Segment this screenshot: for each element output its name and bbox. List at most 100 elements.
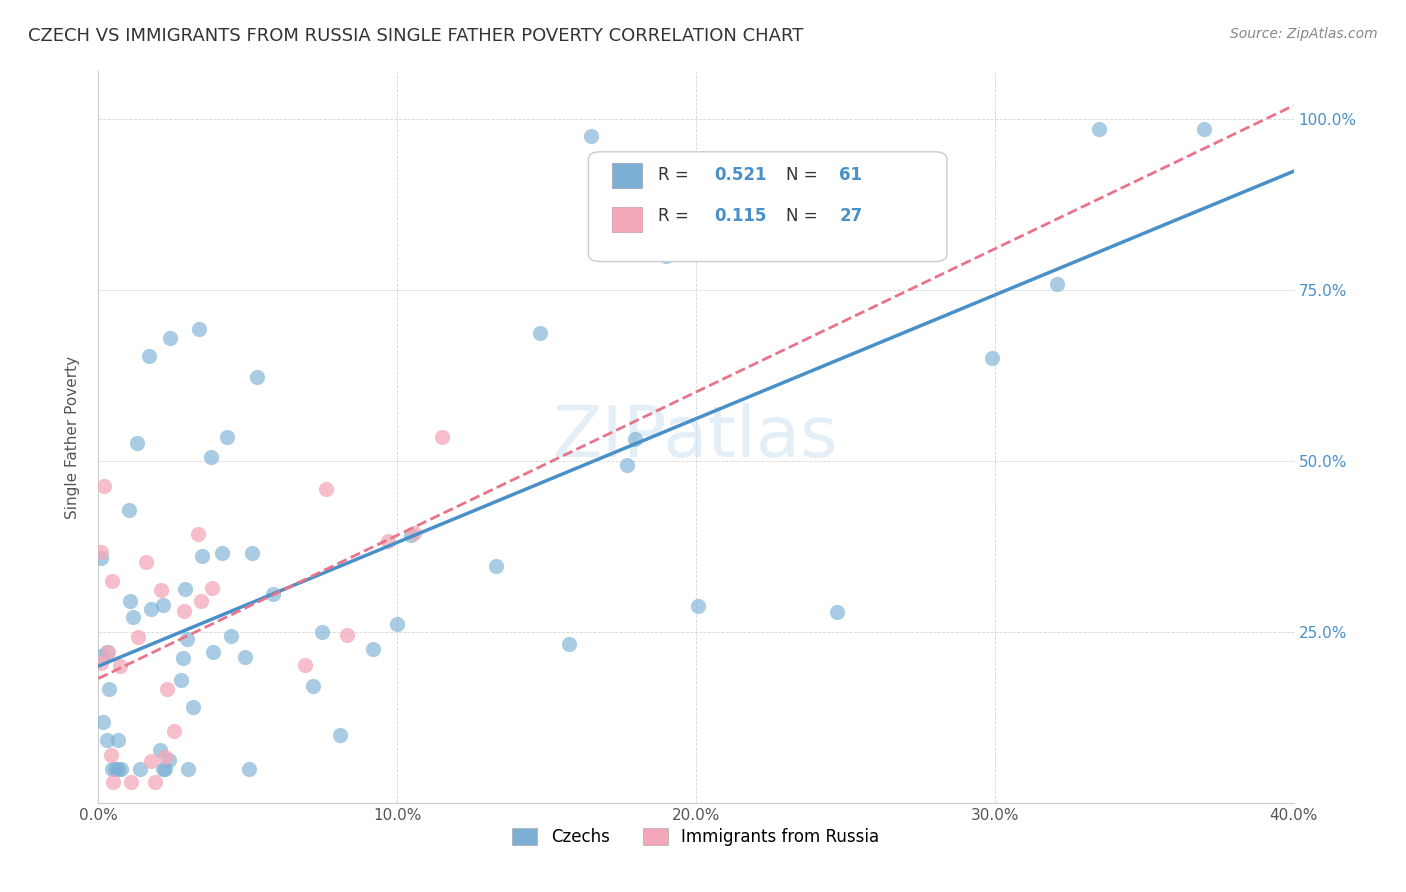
Czechs — [157, 753, 180, 767]
Immigrants from Russia — [135, 555, 157, 569]
Immigrants from Russia — [120, 775, 142, 789]
Text: 27: 27 — [839, 207, 863, 225]
Czechs — [101, 762, 124, 776]
Czechs — [91, 715, 114, 730]
Czechs — [107, 762, 129, 776]
Czechs — [616, 458, 638, 473]
Czechs — [202, 645, 225, 659]
Czechs — [529, 326, 551, 340]
Immigrants from Russia — [108, 659, 131, 673]
Immigrants from Russia — [141, 754, 163, 768]
Immigrants from Russia — [163, 724, 186, 739]
Czechs — [127, 435, 149, 450]
Immigrants from Russia — [90, 657, 112, 671]
Czechs — [245, 370, 267, 384]
Immigrants from Russia — [127, 631, 149, 645]
Immigrants from Russia — [90, 545, 112, 559]
Legend: Czechs, Immigrants from Russia: Czechs, Immigrants from Russia — [506, 822, 886, 853]
Czechs — [1088, 122, 1111, 136]
Immigrants from Russia — [100, 574, 122, 588]
Czechs — [1192, 122, 1215, 136]
Czechs — [485, 558, 508, 573]
Czechs — [558, 637, 581, 651]
Czechs — [655, 249, 678, 263]
Czechs — [176, 632, 198, 646]
Czechs — [238, 762, 260, 776]
Czechs — [187, 322, 209, 336]
Czechs — [624, 432, 647, 446]
Czechs — [1046, 277, 1069, 291]
Immigrants from Russia — [294, 657, 316, 672]
Czechs — [107, 732, 129, 747]
Bar — [613, 207, 643, 232]
Czechs — [329, 728, 352, 742]
Czechs — [172, 651, 194, 665]
Czechs — [152, 762, 174, 776]
Czechs — [159, 331, 181, 345]
Czechs — [173, 582, 195, 596]
Czechs — [139, 602, 162, 616]
Immigrants from Russia — [315, 483, 337, 497]
Immigrants from Russia — [190, 594, 212, 608]
Czechs — [215, 430, 238, 444]
Czechs — [219, 630, 242, 644]
Czechs — [211, 546, 233, 560]
Czechs — [90, 551, 112, 566]
Czechs — [129, 762, 152, 776]
FancyBboxPatch shape — [589, 152, 948, 261]
Czechs — [302, 679, 325, 693]
Czechs — [980, 351, 1002, 366]
Immigrants from Russia — [149, 583, 172, 598]
Czechs — [825, 605, 848, 619]
Text: 61: 61 — [839, 166, 862, 185]
Czechs — [96, 645, 118, 659]
Text: CZECH VS IMMIGRANTS FROM RUSSIA SINGLE FATHER POVERTY CORRELATION CHART: CZECH VS IMMIGRANTS FROM RUSSIA SINGLE F… — [28, 27, 803, 45]
Text: 0.521: 0.521 — [714, 166, 766, 185]
Czechs — [200, 450, 222, 464]
Y-axis label: Single Father Poverty: Single Father Poverty — [65, 356, 80, 518]
Czechs — [122, 610, 145, 624]
Text: 0.115: 0.115 — [714, 207, 766, 225]
Czechs — [191, 549, 214, 563]
Czechs — [104, 762, 127, 776]
Text: ZIPatlas: ZIPatlas — [553, 402, 839, 472]
Czechs — [177, 762, 200, 776]
Czechs — [311, 625, 333, 640]
Czechs — [262, 587, 284, 601]
Immigrants from Russia — [155, 750, 177, 764]
Czechs — [153, 762, 176, 776]
Immigrants from Russia — [100, 747, 122, 762]
Immigrants from Russia — [200, 581, 222, 595]
Czechs — [361, 642, 384, 657]
Text: Source: ZipAtlas.com: Source: ZipAtlas.com — [1230, 27, 1378, 41]
Text: R =: R = — [658, 166, 693, 185]
Immigrants from Russia — [97, 645, 120, 659]
Bar — [613, 162, 643, 188]
Czechs — [686, 599, 709, 613]
Text: N =: N = — [786, 207, 823, 225]
Czechs — [152, 599, 174, 613]
Immigrants from Russia — [93, 479, 115, 493]
Text: N =: N = — [786, 166, 823, 185]
Immigrants from Russia — [336, 628, 359, 642]
Czechs — [110, 762, 132, 776]
Immigrants from Russia — [101, 775, 124, 789]
Czechs — [149, 743, 172, 757]
Text: R =: R = — [658, 207, 693, 225]
Immigrants from Russia — [430, 430, 453, 444]
Czechs — [90, 648, 112, 663]
Czechs — [98, 681, 121, 696]
Czechs — [120, 594, 142, 608]
Czechs — [118, 503, 141, 517]
Czechs — [385, 616, 408, 631]
Immigrants from Russia — [173, 604, 195, 618]
Immigrants from Russia — [377, 534, 399, 549]
Immigrants from Russia — [156, 682, 179, 697]
Immigrants from Russia — [143, 775, 166, 789]
Czechs — [181, 700, 204, 714]
Immigrants from Russia — [187, 526, 209, 541]
Immigrants from Russia — [404, 525, 426, 540]
Czechs — [233, 650, 256, 665]
Czechs — [581, 129, 603, 144]
Czechs — [138, 349, 160, 363]
